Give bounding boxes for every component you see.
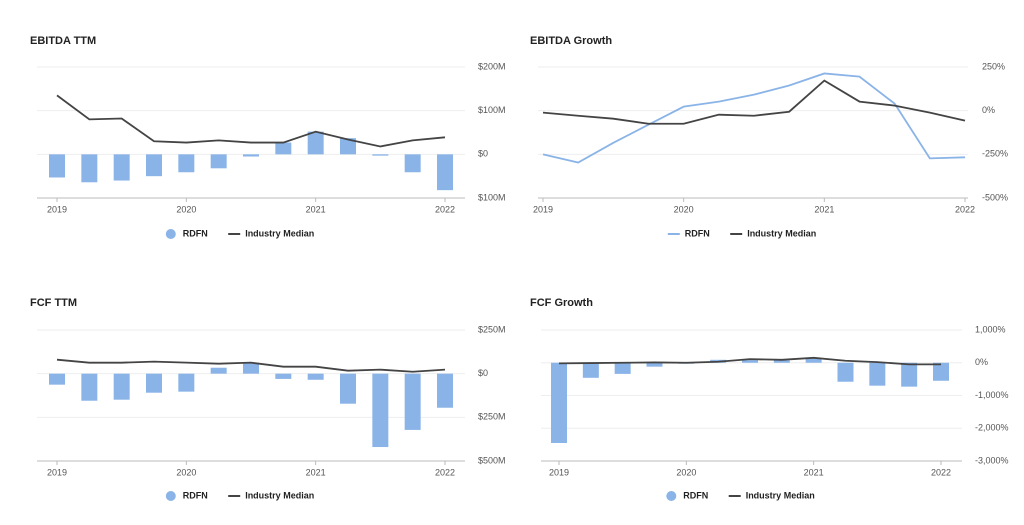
y-tick-label: -250% — [982, 149, 1008, 159]
chart-panel: FCF TTM $250M $0 $250M $500M 2019 2020 2021 2022… — [30, 297, 506, 501]
bar — [933, 362, 949, 381]
legend-label: RDFN — [183, 228, 208, 238]
chart-title: FCF TTM — [30, 297, 77, 309]
legend-label: RDFN — [183, 490, 208, 500]
bar — [49, 154, 65, 178]
bar — [437, 373, 453, 408]
line — [56, 358, 446, 373]
legend-label: Industry Median — [747, 228, 816, 238]
bar — [113, 154, 130, 181]
y-tick-label: $0 — [478, 149, 488, 159]
x-tick-label: 2020 — [676, 467, 696, 477]
legend-label: RDFN — [685, 228, 710, 238]
bar — [307, 373, 324, 380]
chart-panel: EBITDA Growth 250% 0% -250% -500% 2019 2020 202… — [530, 35, 1008, 238]
y-tick-label: -3,000% — [975, 455, 1009, 465]
legend-swatch — [165, 491, 176, 501]
bar — [146, 373, 162, 393]
x-tick-label: 2021 — [306, 204, 326, 214]
legend: RDFN Industry Median — [666, 490, 815, 501]
x-tick-label: 2021 — [814, 204, 834, 214]
chart-panel: FCF Growth 1,000% 0% -1,000% -2,000% -3,000% 2… — [530, 297, 1009, 501]
y-tick-label: $250M — [478, 324, 506, 334]
x-tick-label: 2022 — [435, 204, 455, 214]
bar — [275, 142, 292, 155]
bar — [646, 362, 663, 367]
chart-title: FCF Growth — [530, 297, 593, 309]
x-tick-label: 2019 — [549, 467, 569, 477]
bar — [210, 367, 227, 374]
y-tick-label: -1,000% — [975, 390, 1009, 400]
legend-label: Industry Median — [746, 490, 815, 500]
bar — [837, 362, 854, 382]
x-tick-label: 2019 — [533, 204, 553, 214]
y-tick-label: $0 — [478, 368, 488, 378]
bar — [551, 362, 567, 443]
line — [542, 79, 966, 125]
bar — [81, 373, 98, 401]
chart-title: EBITDA Growth — [530, 35, 612, 47]
x-tick-label: 2021 — [804, 467, 824, 477]
bar — [146, 154, 162, 177]
legend-label: RDFN — [683, 490, 708, 500]
bar — [614, 362, 631, 374]
x-tick-label: 2022 — [435, 467, 455, 477]
bar — [869, 362, 886, 386]
bar — [210, 154, 227, 169]
bar — [742, 360, 758, 363]
x-tick-label: 2020 — [176, 467, 196, 477]
legend: RDFN Industry Median — [165, 228, 314, 239]
y-tick-label: $100M — [478, 192, 506, 202]
bar — [404, 373, 421, 430]
chart-title: EBITDA TTM — [30, 35, 96, 47]
bar — [805, 358, 822, 363]
x-tick-label: 2020 — [176, 204, 196, 214]
x-tick-label: 2020 — [674, 204, 694, 214]
legend: RDFN Industry Median — [667, 228, 816, 238]
bar — [113, 373, 130, 400]
x-tick-label: 2019 — [47, 467, 67, 477]
bar — [178, 373, 195, 392]
bar — [901, 362, 918, 387]
legend: RDFN Industry Median — [165, 490, 314, 501]
bar — [49, 373, 65, 385]
legend-swatch — [165, 229, 176, 239]
line — [542, 72, 966, 164]
y-tick-label: 0% — [975, 357, 988, 367]
x-tick-label: 2022 — [955, 204, 975, 214]
y-tick-label: -500% — [982, 192, 1008, 202]
line — [56, 94, 446, 148]
y-tick-label: $250M — [478, 412, 506, 422]
y-tick-label: $100M — [478, 105, 506, 115]
bar — [404, 154, 421, 173]
chart-panel: EBITDA TTM $200M $100M $0 $100M 2019 2020 2021 2… — [30, 35, 506, 239]
legend-label: Industry Median — [245, 228, 314, 238]
x-tick-label: 2019 — [47, 204, 67, 214]
y-tick-label: 0% — [982, 105, 995, 115]
bar — [437, 154, 453, 191]
bar — [582, 362, 599, 378]
bar — [372, 373, 389, 448]
bar — [340, 373, 356, 404]
bar — [243, 154, 259, 157]
bar — [340, 138, 356, 155]
bar — [773, 360, 790, 363]
legend-label: Industry Median — [245, 490, 314, 500]
y-tick-label: $200M — [478, 61, 506, 71]
bar — [178, 154, 195, 173]
bar — [81, 154, 98, 183]
bar — [307, 131, 324, 155]
line — [558, 356, 941, 366]
y-tick-label: $500M — [478, 455, 506, 465]
x-tick-label: 2021 — [306, 467, 326, 477]
bar — [372, 154, 389, 156]
bar — [275, 373, 292, 379]
y-tick-label: 1,000% — [975, 324, 1006, 334]
y-tick-label: -2,000% — [975, 423, 1009, 433]
bar — [243, 362, 259, 374]
legend-swatch — [666, 491, 677, 501]
x-tick-label: 2022 — [931, 467, 951, 477]
y-tick-label: 250% — [982, 61, 1005, 71]
